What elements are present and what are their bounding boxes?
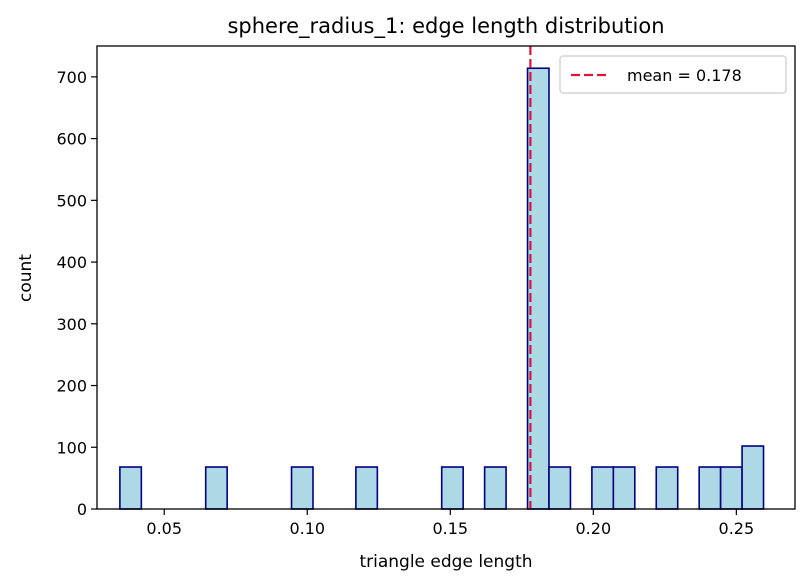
y-axis-ticks: 0 100 200 300 400 500 600 700 — [56, 68, 97, 519]
y-tick-label-6: 600 — [56, 130, 87, 149]
histogram-bar-2 — [290, 466, 314, 510]
bars-group — [119, 67, 765, 510]
histogram-bar-4 — [440, 466, 464, 510]
y-axis-label: count — [16, 254, 36, 302]
legend-box — [559, 55, 787, 94]
chart-title: sphere_radius_1: edge length distributio… — [227, 14, 664, 39]
x-tick-label-4: 0.25 — [719, 519, 755, 538]
histogram-bar-1 — [204, 466, 228, 510]
x-tick-label-0: 0.05 — [146, 519, 182, 538]
x-axis-ticks: 0.05 0.10 0.15 0.20 0.25 — [146, 509, 754, 538]
x-axis-label: triangle edge length — [359, 552, 532, 572]
histogram-bar-3 — [355, 466, 379, 510]
histogram-bar-13 — [741, 445, 765, 510]
x-tick-label-1: 0.10 — [289, 519, 325, 538]
y-tick-label-3: 300 — [56, 315, 87, 334]
y-tick-label-4: 400 — [56, 253, 87, 272]
x-tick-label-2: 0.15 — [432, 519, 468, 538]
histogram-bar-11 — [698, 466, 722, 510]
x-tick-label-3: 0.20 — [576, 519, 612, 538]
y-tick-label-7: 700 — [56, 68, 87, 87]
histogram-bar-7 — [548, 466, 572, 510]
histogram-bar-10 — [655, 466, 679, 510]
y-tick-label-2: 200 — [56, 377, 87, 396]
legend: mean = 0.178 — [559, 55, 787, 94]
legend-mean-label: mean = 0.178 — [627, 66, 742, 85]
histogram-bar-5 — [483, 466, 507, 510]
histogram-bar-0 — [119, 466, 143, 510]
histogram-bar-9 — [612, 466, 636, 510]
plot-frame — [96, 45, 796, 510]
histogram-bar-8 — [591, 466, 615, 510]
y-tick-label-1: 100 — [56, 438, 87, 457]
y-tick-label-5: 500 — [56, 191, 87, 210]
y-tick-label-0: 0 — [77, 500, 87, 519]
histogram-bar-12 — [719, 466, 743, 510]
